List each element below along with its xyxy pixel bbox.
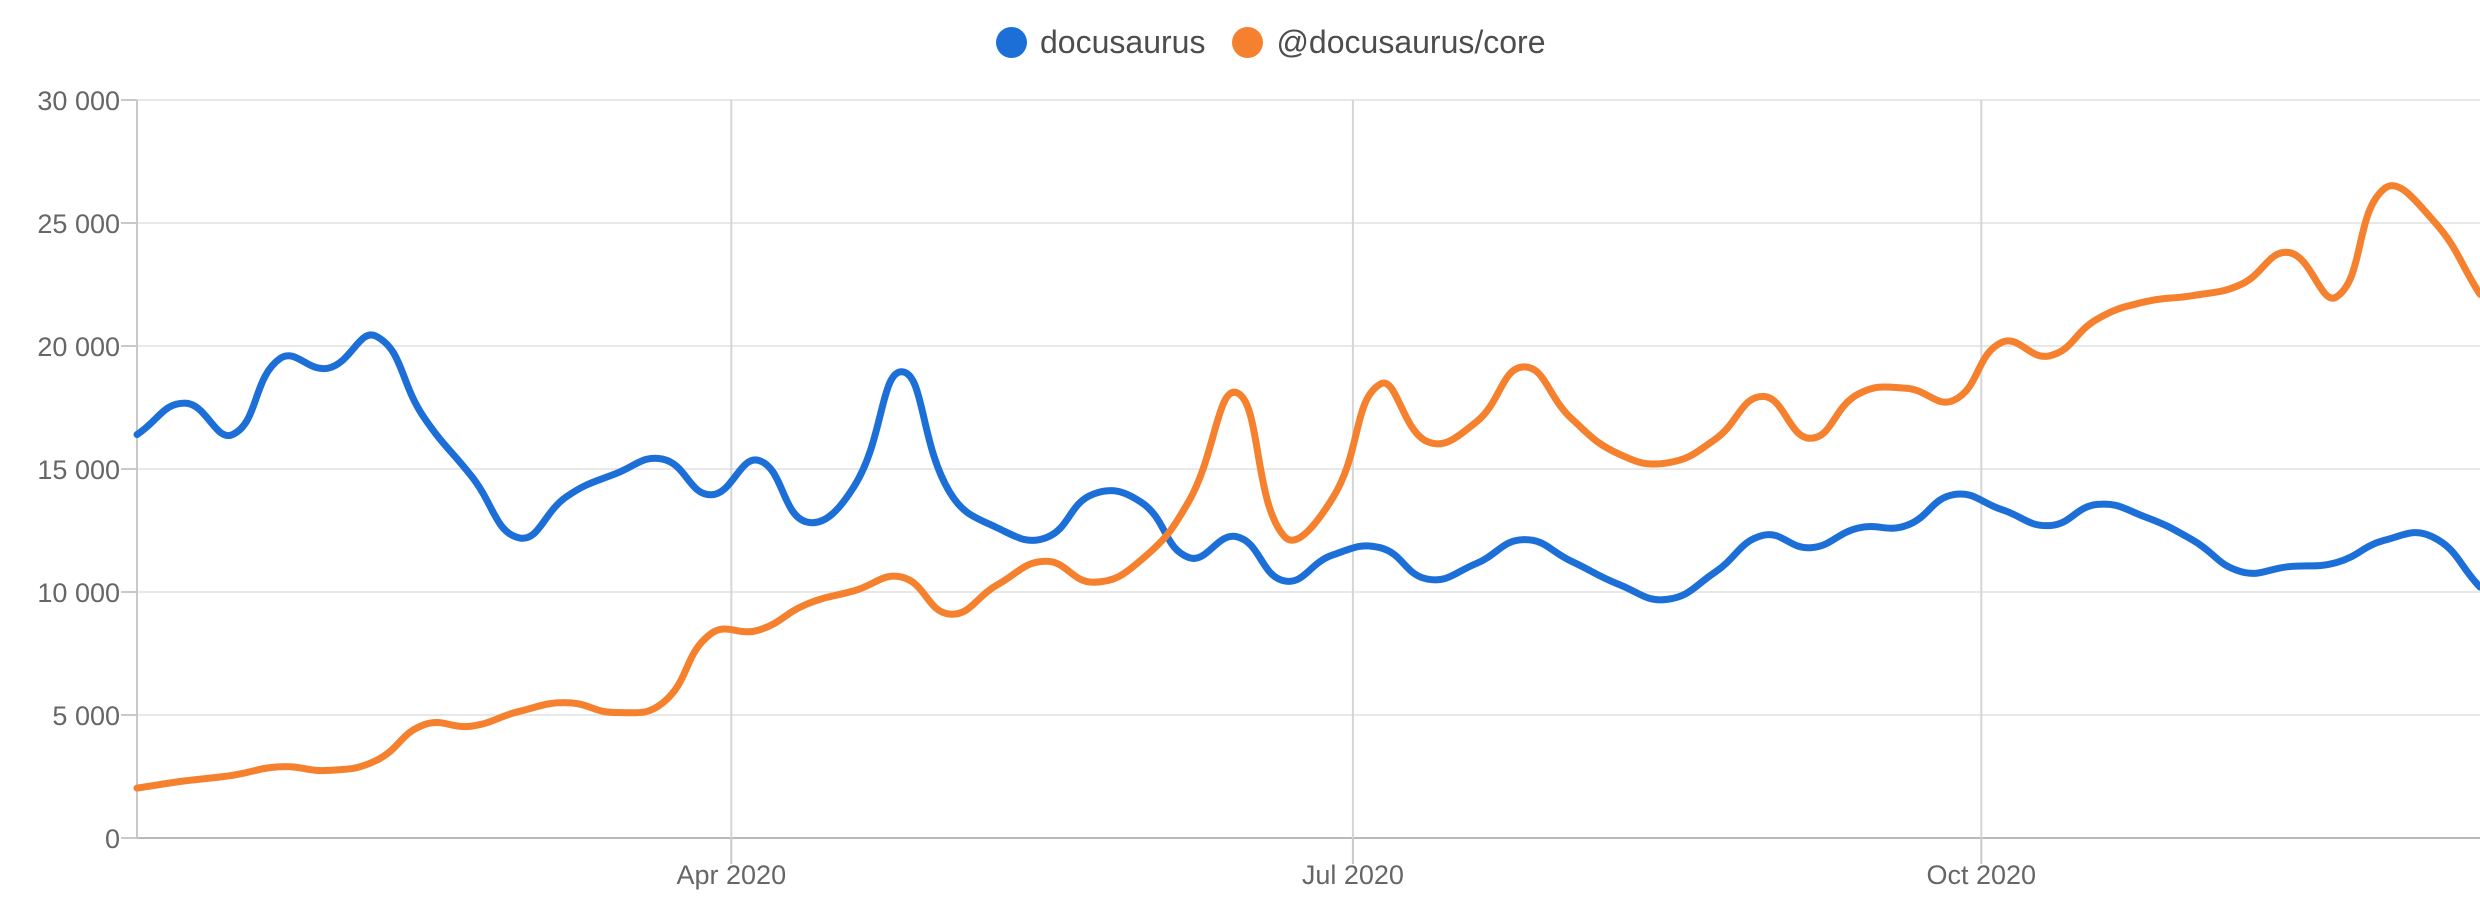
legend-label-docusaurus: docusaurus (1040, 24, 1206, 60)
y-axis-tick-label: 10 000 (37, 578, 120, 608)
legend-item-docusaurus[interactable]: docusaurus (996, 22, 1205, 62)
y-axis-tick-label: 20 000 (37, 332, 120, 362)
series-line--docusaurus-core (133, 182, 2480, 792)
x-axis-tick-label: Oct 2020 (1927, 860, 2037, 890)
y-axis-tick-label: 5 000 (52, 701, 120, 731)
x-axis-tick-label: Jul 2020 (1302, 860, 1404, 890)
y-axis-tick-label: 25 000 (37, 209, 120, 239)
y-axis-tick-label: 30 000 (37, 86, 120, 116)
legend-dot-docusaurus-core-icon (1232, 26, 1264, 58)
legend-label-docusaurus-core: @docusaurus/core (1276, 24, 1546, 60)
x-axis-tick-label: Apr 2020 (677, 860, 787, 890)
legend-dot-docusaurus-icon (996, 26, 1027, 58)
y-axis-tick-label: 15 000 (37, 455, 120, 485)
y-axis-tick-label: 0 (105, 824, 120, 854)
chart-legend: docusaurus @docusaurus/core (996, 22, 1546, 62)
series-line-docusaurus (133, 331, 2480, 604)
legend-item-docusaurus-core[interactable]: @docusaurus/core (1232, 22, 1546, 62)
